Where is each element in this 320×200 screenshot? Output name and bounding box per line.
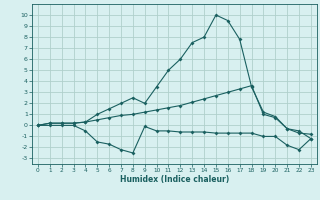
- X-axis label: Humidex (Indice chaleur): Humidex (Indice chaleur): [120, 175, 229, 184]
